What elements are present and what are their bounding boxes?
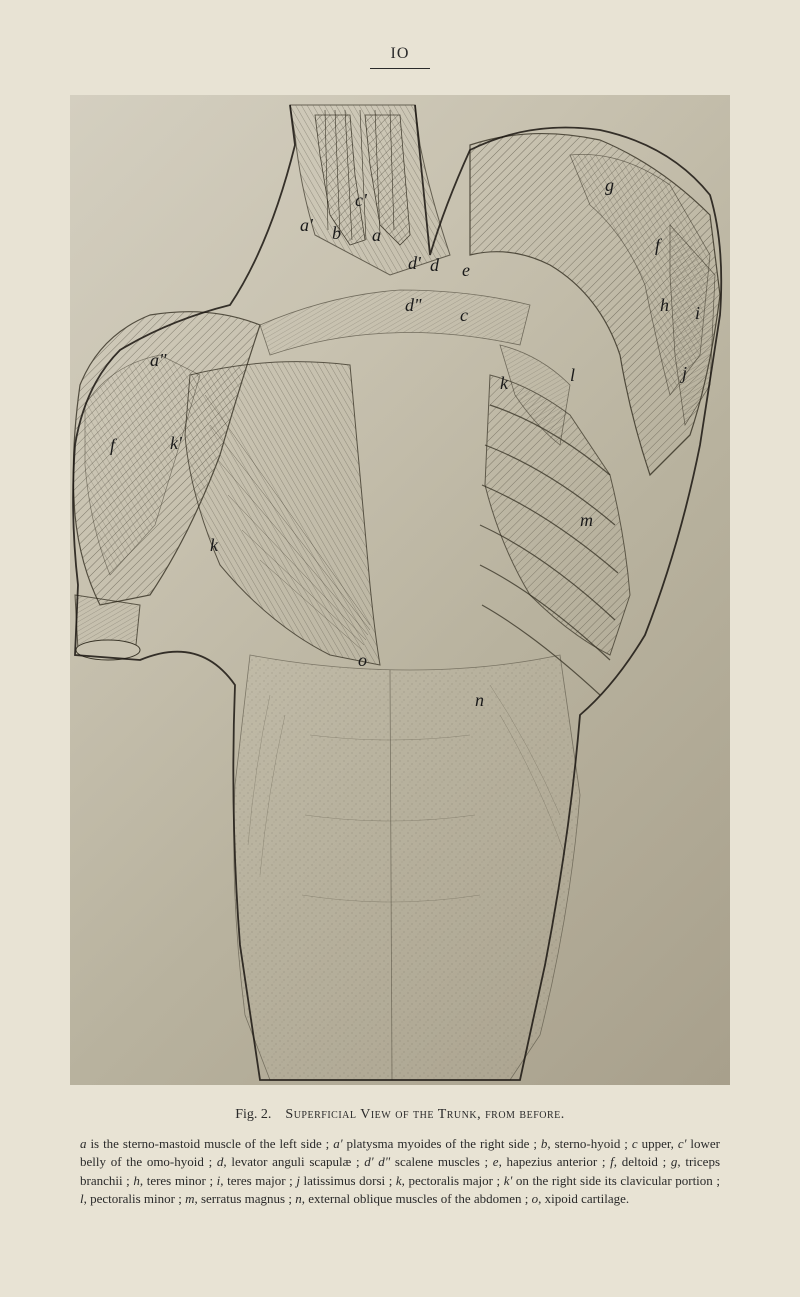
caption-label-ref: n [295, 1191, 302, 1206]
anatomy-label-k-left: k [210, 535, 218, 556]
anatomy-label-e: e [462, 260, 470, 281]
anatomy-label-f-left: f [110, 435, 115, 456]
caption-label-ref: k [396, 1173, 402, 1188]
caption-label-ref: m [185, 1191, 194, 1206]
caption-label-ref: l [80, 1191, 84, 1206]
caption-label-ref: g [671, 1154, 678, 1169]
caption-label-ref: h [133, 1173, 140, 1188]
figure-title: Fig. 2. Superficial View of the Trunk, f… [80, 1105, 720, 1125]
anatomy-label-k: k [500, 373, 508, 394]
anatomy-label-i: i [695, 303, 700, 324]
caption-label-ref: j [296, 1173, 300, 1188]
figure-caption: Fig. 2. Superficial View of the Trunk, f… [80, 1105, 720, 1208]
caption-body: a is the sterno-mastoid muscle of the le… [80, 1135, 720, 1208]
caption-label-ref: c' [678, 1136, 687, 1151]
anatomy-illustration: a' b c'a d' d e d" c g f h i j k l a" f k' k m o n [70, 95, 730, 1085]
anatomy-label-o: o [358, 650, 367, 671]
anatomy-svg [70, 95, 730, 1085]
caption-label-ref: f [610, 1154, 614, 1169]
illustration-background: a' b c'a d' d e d" c g f h i j k l a" f k' k m o n [70, 95, 730, 1085]
anatomy-label-k-prime: k' [170, 433, 182, 454]
anatomy-label-n: n [475, 690, 484, 711]
anatomy-label-a-double: a" [150, 350, 167, 371]
caption-label-ref: d' d" [364, 1154, 390, 1169]
caption-label-ref: a' [333, 1136, 342, 1151]
anatomy-label-a: a [372, 225, 381, 246]
anatomy-label-m: m [580, 510, 593, 531]
caption-label-ref: b [541, 1136, 548, 1151]
page-number: IO [391, 45, 410, 63]
anatomy-label-d-prime: d' [408, 253, 421, 274]
caption-label-ref: i [217, 1173, 221, 1188]
anatomy-label-h: h [660, 295, 669, 316]
caption-label-ref: k' [504, 1173, 513, 1188]
caption-label-ref: e [493, 1154, 499, 1169]
anatomy-label-d-double: d" [405, 295, 422, 316]
caption-label-ref: c [632, 1136, 638, 1151]
anatomy-label-d: d [430, 255, 439, 276]
anatomy-label-g-top: g [605, 175, 614, 196]
figure-number: Fig. 2. [235, 1107, 271, 1122]
anatomy-label-a-prime: a' [300, 215, 313, 236]
caption-label-ref: o [532, 1191, 539, 1206]
caption-label-ref: a [80, 1136, 87, 1151]
caption-label-ref: d [217, 1154, 224, 1169]
anatomy-label-b: b [332, 223, 341, 244]
anatomy-label-f-right: f [655, 235, 660, 256]
figure-title-text: Superficial View of the Trunk, from befo… [285, 1107, 564, 1122]
anatomy-label-c: c [460, 305, 468, 326]
page-number-underline [370, 68, 430, 69]
anatomy-label-c-prime: c' [355, 190, 367, 211]
anatomy-label-j: j [682, 363, 687, 384]
anatomy-label-l: l [570, 365, 575, 386]
